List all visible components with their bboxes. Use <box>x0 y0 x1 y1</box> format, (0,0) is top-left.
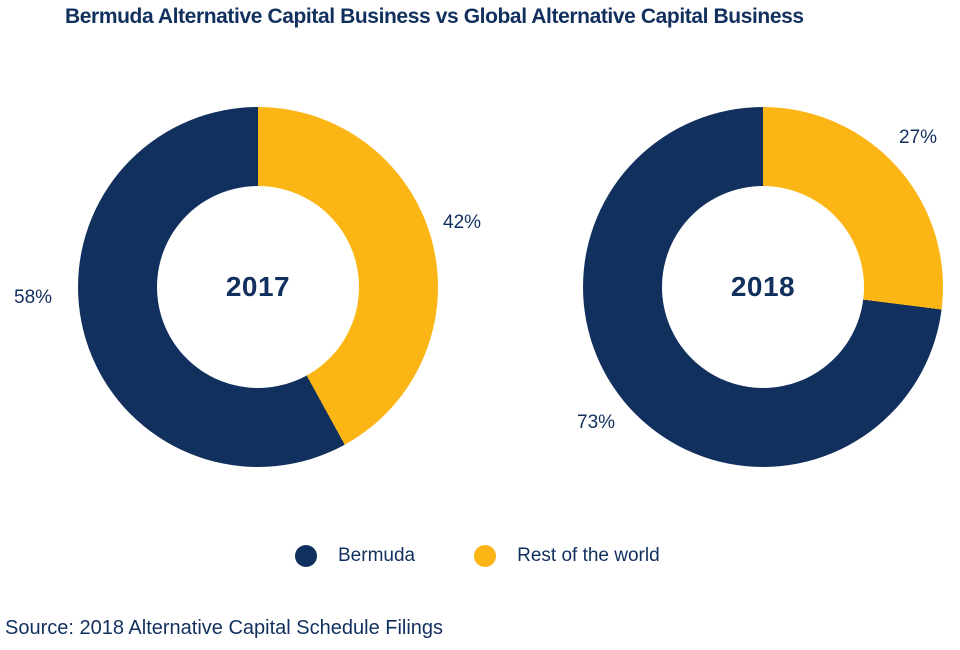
legend-swatch-rest-of-world-icon <box>474 545 497 567</box>
donut-chart-2017-hole: 2017 <box>157 186 359 388</box>
legend-label-rest-of-world: Rest of the world <box>517 545 660 566</box>
donut-chart-2017: 2017 <box>78 107 438 467</box>
donut-2018-center-label: 2018 <box>730 271 796 302</box>
chart-title: Bermuda Alternative Capital Business vs … <box>65 5 804 28</box>
donut-2017-center-label: 2017 <box>225 271 291 302</box>
source-note: Source: 2018 Alternative Capital Schedul… <box>5 617 444 639</box>
legend-item-rest-of-world: Rest of the world <box>474 545 660 567</box>
label-2018-bermuda-percent: 73% <box>577 412 616 433</box>
legend-item-bermuda: Bermuda <box>295 545 415 567</box>
label-2017-rest-of-world-percent: 42% <box>443 212 482 233</box>
legend-label-bermuda: Bermuda <box>338 545 416 566</box>
legend-swatch-bermuda-icon <box>295 545 317 567</box>
donut-chart-2018-hole: 2018 <box>662 186 864 388</box>
donut-chart-2018: 2018 <box>583 107 943 467</box>
legend: Bermuda Rest of the world <box>295 545 660 567</box>
label-2017-bermuda-percent: 58% <box>14 287 53 308</box>
label-2018-rest-of-world-percent: 27% <box>899 127 938 148</box>
